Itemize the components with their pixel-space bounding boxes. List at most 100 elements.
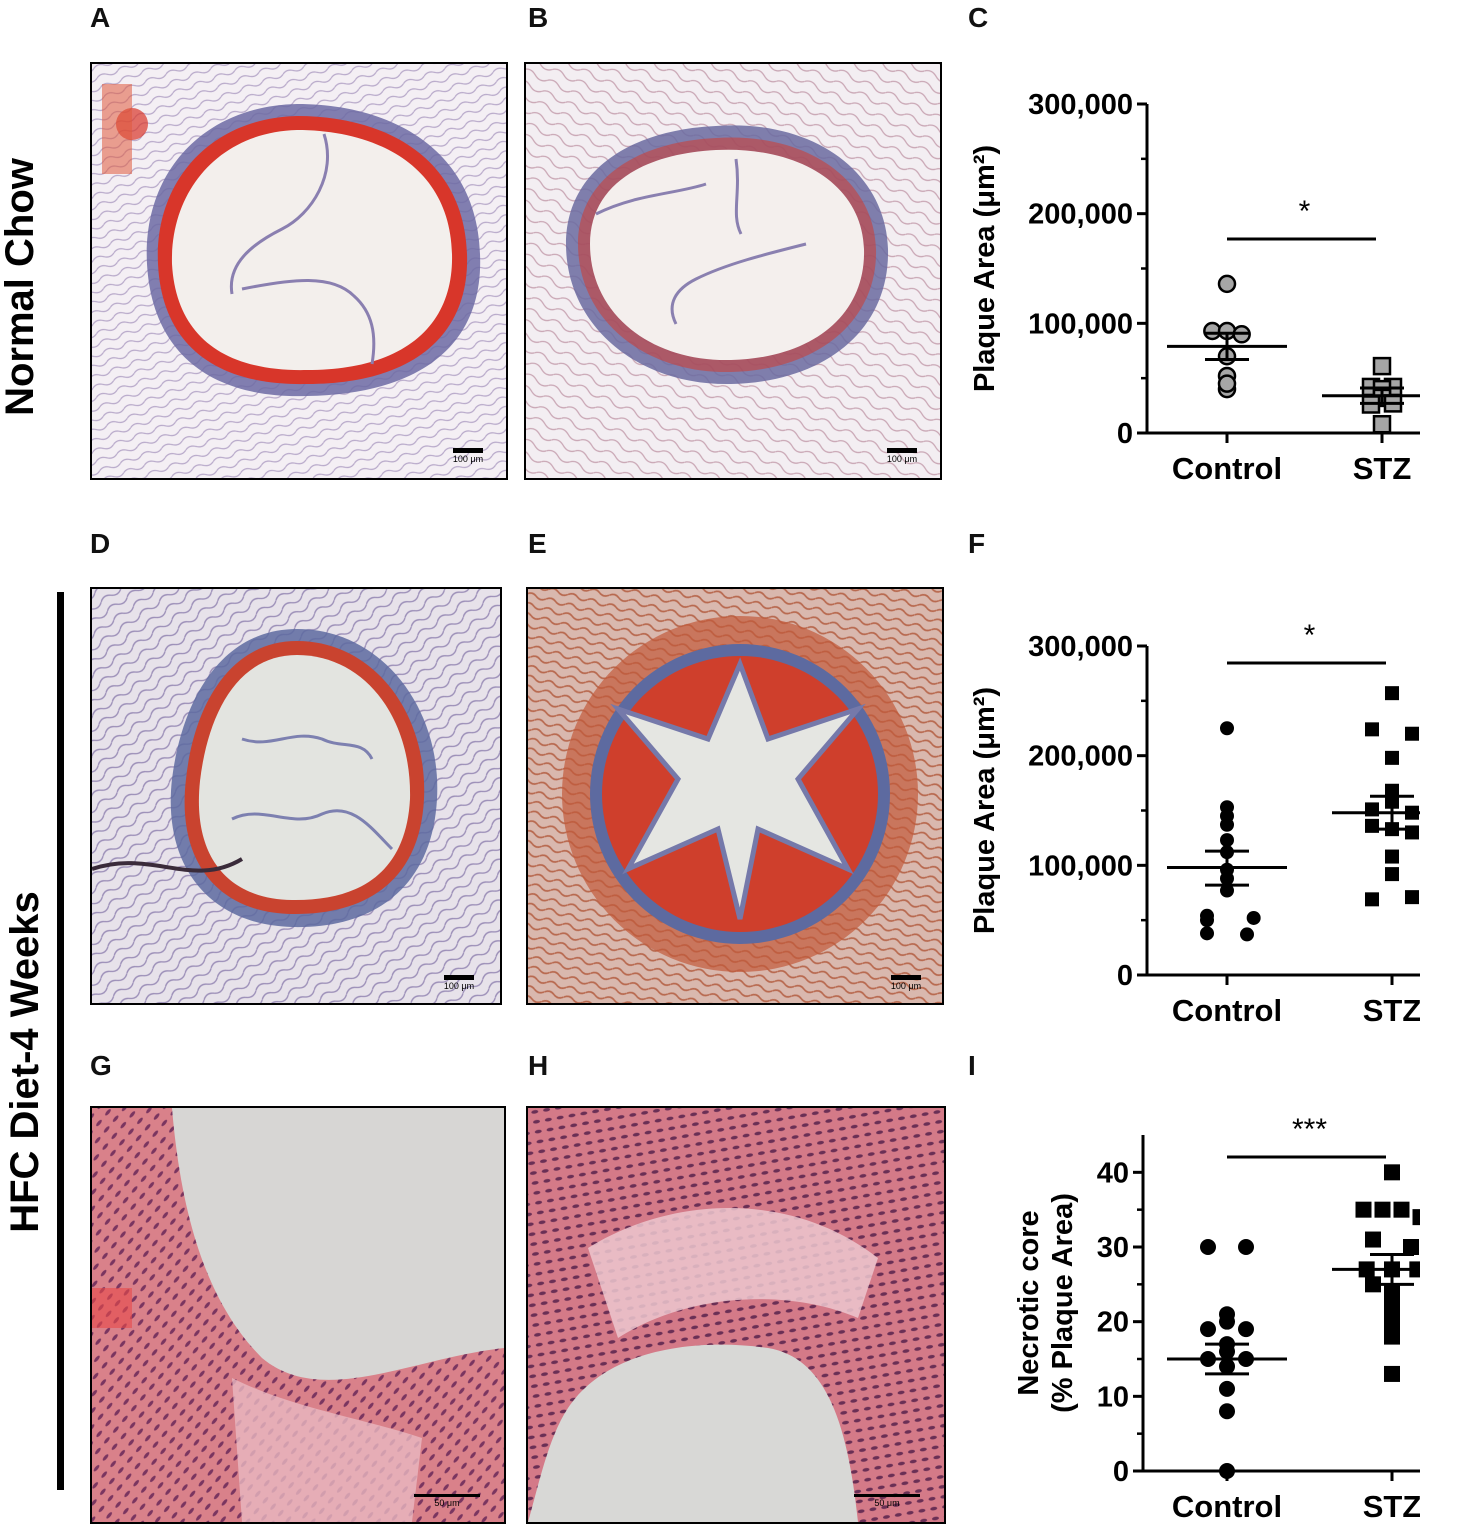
y-tick-label: 40: [1097, 1157, 1129, 1189]
y-axis-label: (% Plaque Area): [1047, 1193, 1079, 1413]
micrograph-g: 50 μm: [90, 1106, 506, 1524]
y-tick-label: 0: [1113, 1456, 1129, 1488]
scale-bar-g: 50 μm: [414, 1494, 480, 1508]
data-point: [1372, 414, 1392, 434]
panel-letter-e: E: [528, 528, 547, 559]
data-point: [1220, 817, 1234, 832]
row-label-normal-chow: Normal Chow: [0, 158, 42, 416]
panel-letter-d: D: [90, 528, 111, 559]
chart-f-svg: 0 100,000 200,000 300,000 Control STZ Plaque A…: [969, 619, 1452, 1028]
y-axis-label: Plaque Area (μm²): [969, 145, 1001, 392]
data-point: [1385, 783, 1399, 798]
chart-i: 0 10 20 30 40 Control STZ Necrotic core (% Plaqu…: [960, 1110, 1452, 1531]
significance-label: *: [1304, 619, 1316, 652]
data-point: [1365, 818, 1379, 833]
data-point: [1405, 726, 1419, 741]
y-tick-label: 0: [1117, 418, 1133, 450]
data-point: [1200, 1321, 1216, 1338]
y-tick-label: 100,000: [1028, 308, 1133, 340]
data-point: [1240, 927, 1254, 942]
significance-label: *: [1299, 195, 1311, 228]
data-point: [1393, 1201, 1410, 1218]
data-point: [1385, 686, 1399, 701]
data-point: [1238, 1239, 1254, 1255]
micrograph-h: 50 μm: [526, 1106, 946, 1524]
x-tick-label-stz: STZ: [1353, 451, 1412, 486]
data-point: [1219, 1403, 1235, 1420]
significance-label: ***: [1292, 1113, 1327, 1146]
data-point: [1200, 926, 1214, 941]
y-tick-label: 300,000: [1028, 631, 1133, 663]
panel-letter-h: H: [528, 1050, 549, 1081]
scale-bar-d: 100 μm: [434, 975, 484, 991]
micrograph-g-image: [92, 1108, 504, 1522]
chart-c: 0 100,000 200,000 300,000 Control STZ Plaque A…: [960, 60, 1442, 500]
data-point: [1365, 892, 1379, 907]
scale-bar-e: 100 μm: [886, 975, 926, 991]
data-point: [1412, 1209, 1429, 1226]
y-axis-label: Necrotic core: [1013, 1210, 1045, 1395]
data-point: [1384, 1164, 1400, 1181]
x-tick-label-control: Control: [1172, 1489, 1282, 1524]
scale-bar-h-label: 50 μm: [874, 1498, 900, 1508]
chart-c-svg: 0 100,000 200,000 300,000 Control STZ Plaque A…: [969, 89, 1442, 486]
data-point: [1384, 1365, 1400, 1382]
y-axis-label: Plaque Area (μm²): [969, 687, 1001, 934]
data-point: [1385, 849, 1399, 864]
scale-bar-b-label: 100 μm: [886, 454, 918, 464]
data-point: [1384, 1328, 1400, 1345]
data-point: [1246, 910, 1261, 925]
scale-bar-h: 50 μm: [854, 1494, 920, 1508]
scale-bar-a-label: 100 μm: [452, 454, 484, 464]
micrograph-a-image: [92, 64, 506, 478]
data-point: [1217, 274, 1237, 294]
y-tick-label: 300,000: [1028, 89, 1133, 121]
scale-bar-e-label: 100 μm: [890, 981, 922, 991]
row-group-bar: [57, 592, 64, 1490]
y-tick-label: 30: [1097, 1232, 1129, 1264]
y-tick-label: 0: [1117, 960, 1133, 992]
data-point: [1219, 1463, 1235, 1479]
data-point: [1355, 1201, 1372, 1218]
data-point: [1405, 825, 1419, 840]
micrograph-a: 100 μm: [90, 62, 508, 480]
data-point: [1238, 1321, 1254, 1338]
scale-bar-d-label: 100 μm: [443, 981, 475, 991]
x-tick-label-stz: STZ: [1363, 1489, 1420, 1524]
data-point: [1405, 890, 1419, 905]
scale-bar-b: 100 μm: [882, 448, 922, 464]
x-tick-label-control: Control: [1172, 451, 1282, 486]
panel-letter-f: F: [968, 528, 986, 559]
chart-i-svg: 0 10 20 30 40 Control STZ Necrotic core (% Plaqu…: [1013, 1113, 1452, 1524]
scale-bar-g-label: 50 μm: [434, 1498, 460, 1508]
data-point: [1219, 1313, 1235, 1330]
panel-letter-a: A: [90, 2, 111, 33]
data-point: [1384, 1298, 1400, 1315]
row-label-hfc-diet: HFC Diet-4 Weeks: [3, 891, 47, 1233]
data-point: [1385, 750, 1399, 765]
data-point: [1384, 1313, 1400, 1330]
micrograph-d-image: [92, 589, 500, 1003]
data-point: [1372, 356, 1392, 376]
data-point: [1365, 722, 1379, 737]
chart-f: 0 100,000 200,000 300,000 Control STZ Plaque A…: [960, 590, 1452, 1030]
data-point: [1365, 802, 1379, 817]
y-tick-label: 100,000: [1028, 850, 1133, 882]
y-tick-label: 10: [1097, 1381, 1129, 1413]
data-point: [1200, 908, 1214, 923]
data-point: [1220, 833, 1234, 848]
panel-letter-i: I: [968, 1050, 976, 1081]
data-point: [1200, 1239, 1216, 1255]
x-tick-label-control: Control: [1172, 993, 1282, 1028]
scale-bar-a: 100 μm: [448, 448, 488, 464]
panel-letter-g: G: [90, 1050, 112, 1081]
data-point: [1220, 883, 1234, 898]
micrograph-e-image: [528, 589, 942, 1003]
x-tick-label-stz: STZ: [1363, 993, 1420, 1028]
data-point: [1374, 1201, 1391, 1218]
data-point: [1365, 1231, 1381, 1248]
micrograph-d: 100 μm: [90, 587, 502, 1005]
y-tick-label: 20: [1097, 1307, 1129, 1339]
y-tick-label: 200,000: [1028, 199, 1133, 231]
data-point: [1384, 1283, 1400, 1300]
